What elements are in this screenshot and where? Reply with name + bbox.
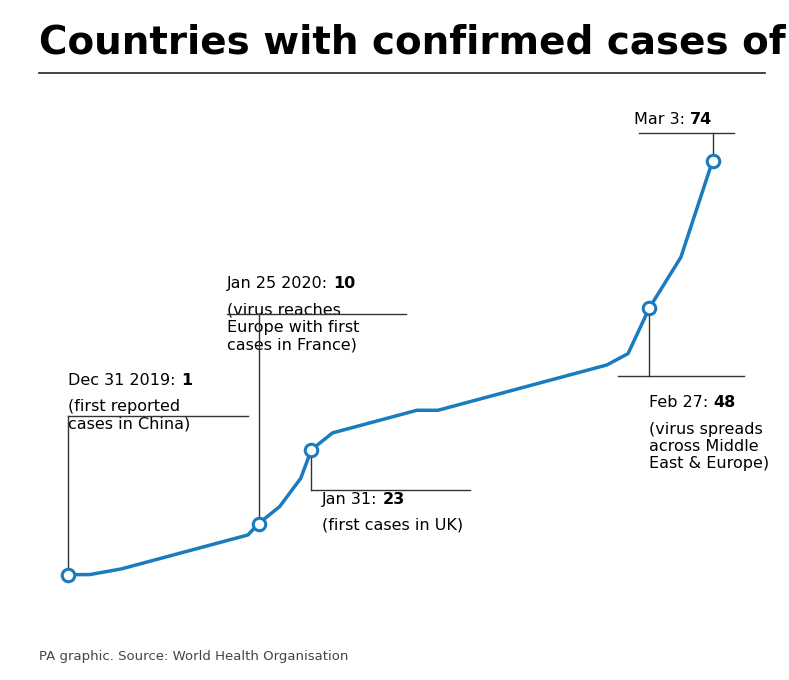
Text: Jan 31:: Jan 31: <box>322 492 383 507</box>
Text: 74: 74 <box>690 112 712 127</box>
Text: Mar 3:: Mar 3: <box>634 112 690 127</box>
Text: Feb 27:: Feb 27: <box>649 395 713 410</box>
Text: 23: 23 <box>383 492 405 507</box>
Text: Countries with confirmed cases of coronavirus: Countries with confirmed cases of corona… <box>39 24 789 62</box>
Text: 10: 10 <box>333 276 355 291</box>
Text: (virus spreads
across Middle
East & Europe): (virus spreads across Middle East & Euro… <box>649 422 769 471</box>
Text: (virus reaches
Europe with first
cases in France): (virus reaches Europe with first cases i… <box>227 303 359 352</box>
Text: Jan 25 2020:: Jan 25 2020: <box>227 276 333 291</box>
Text: 48: 48 <box>713 395 736 410</box>
Text: Dec 31 2019:: Dec 31 2019: <box>69 373 181 388</box>
Text: 1: 1 <box>181 373 193 388</box>
Text: (first reported
cases in China): (first reported cases in China) <box>69 399 191 431</box>
Text: PA graphic. Source: World Health Organisation: PA graphic. Source: World Health Organis… <box>39 650 349 663</box>
Text: (first cases in UK): (first cases in UK) <box>322 518 463 533</box>
